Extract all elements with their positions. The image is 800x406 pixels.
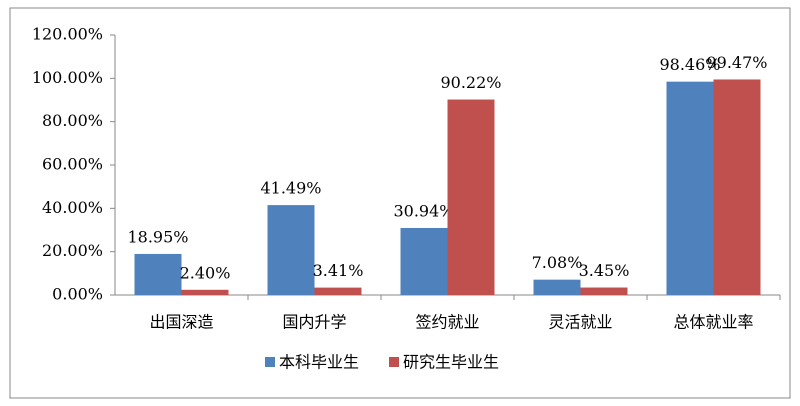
legend-label: 研究生毕业生 — [403, 353, 499, 372]
legend-swatch — [265, 357, 275, 367]
value-label: 18.95% — [127, 227, 188, 246]
bar — [580, 287, 628, 295]
bar — [181, 289, 229, 295]
y-tick-label: 100.00% — [32, 68, 103, 87]
x-tick-label: 灵活就业 — [548, 313, 612, 332]
x-tick-label: 出国深造 — [149, 313, 213, 332]
bar — [666, 81, 714, 295]
value-label: 3.41% — [313, 261, 364, 280]
y-tick-label: 120.00% — [32, 25, 103, 44]
value-label: 99.47% — [706, 53, 767, 72]
bar — [533, 279, 581, 295]
value-label: 3.45% — [579, 261, 630, 280]
y-tick-label: 0.00% — [52, 285, 103, 304]
value-label: 98.46% — [659, 55, 720, 74]
bar — [267, 205, 315, 295]
bar — [400, 227, 448, 295]
value-label: 7.08% — [532, 253, 583, 272]
y-tick-label: 20.00% — [42, 241, 103, 260]
bar — [314, 287, 362, 295]
value-label: 2.40% — [180, 263, 231, 282]
x-tick-label: 国内升学 — [282, 313, 346, 332]
x-tick-label: 签约就业 — [415, 313, 479, 332]
y-tick-label: 40.00% — [42, 198, 103, 217]
chart-border — [9, 7, 791, 399]
bar — [134, 253, 182, 295]
x-tick-label: 总体就业率 — [673, 313, 753, 332]
y-tick-label: 80.00% — [42, 111, 103, 130]
legend-swatch — [389, 357, 400, 367]
value-label: 41.49% — [260, 179, 321, 198]
bar — [447, 99, 495, 295]
value-label: 90.22% — [440, 73, 501, 92]
value-label: 30.94% — [393, 201, 454, 220]
legend-label: 本科毕业生 — [279, 353, 359, 372]
bar — [713, 79, 761, 296]
y-tick-label: 60.00% — [42, 155, 103, 174]
